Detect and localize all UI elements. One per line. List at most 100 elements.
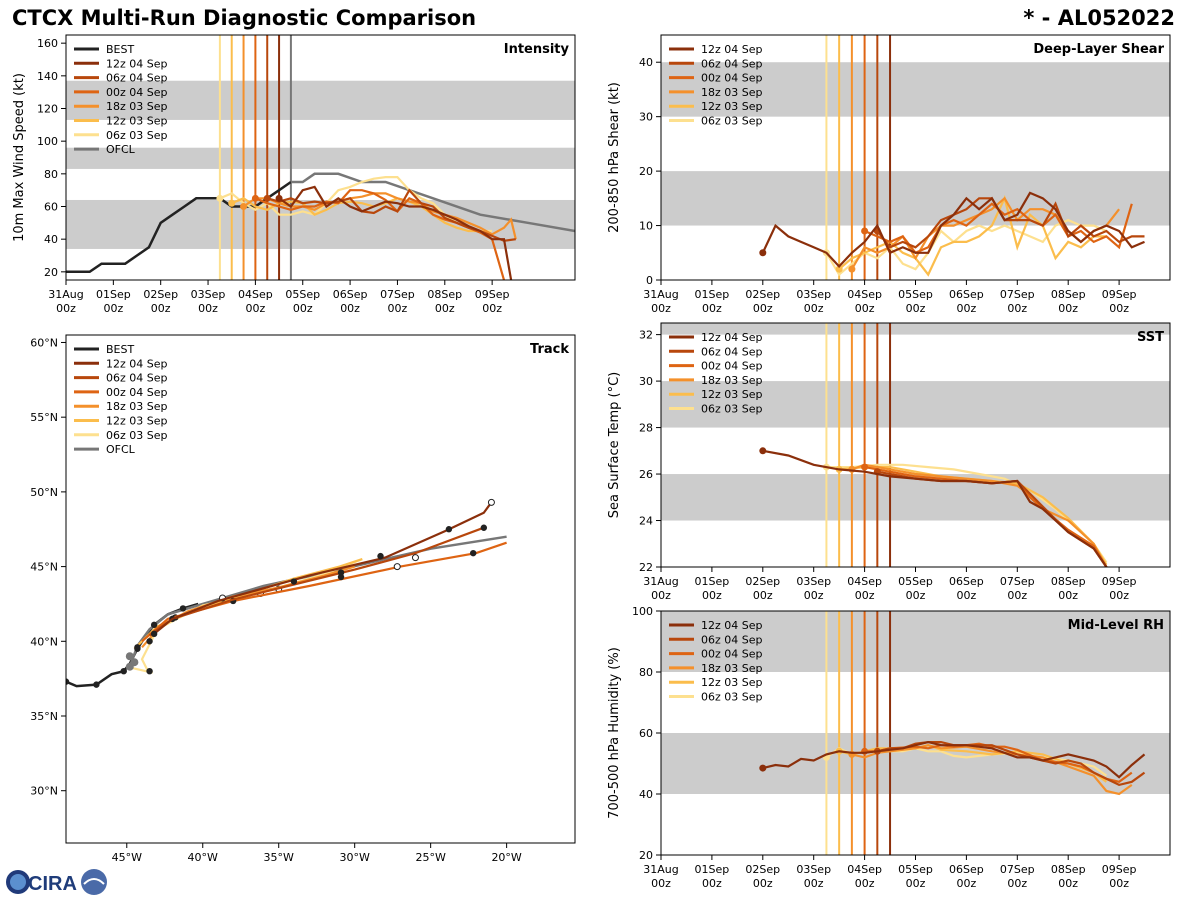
sst-xtick-label: 00z: [906, 589, 926, 602]
track-position-marker: [146, 638, 153, 645]
satellite-icon: [81, 869, 107, 895]
shear-band: [661, 62, 1170, 117]
shear-ytick-label: 10: [639, 220, 653, 233]
track-best-marker: [66, 678, 70, 685]
sst-xtick-label: 09Sep: [1102, 575, 1137, 588]
shear-series-start-point: [861, 227, 869, 235]
rh-xtick-label: 00z: [753, 877, 773, 890]
intensity-xtick-label: 00z: [435, 302, 455, 315]
track-ofcl-marker: [125, 652, 134, 661]
track-best-marker: [134, 645, 141, 652]
track-plot-area: [66, 498, 507, 688]
intensity-legend-label: 12z 04 Sep: [106, 57, 168, 70]
shear-xtick-label: 00z: [1058, 302, 1078, 315]
intensity-xtick-label: 02Sep: [143, 288, 178, 301]
shear-xtick-label: 03Sep: [796, 288, 831, 301]
track-ytick-label: 60°N: [30, 336, 58, 349]
rh-xtick-label: 08Sep: [1051, 863, 1086, 876]
shear-xtick-label: 00z: [753, 302, 773, 315]
shear-xtick-label: 04Sep: [847, 288, 882, 301]
shear-legend-label: 06z 04 Sep: [701, 57, 763, 70]
shear-series-start-point: [835, 265, 843, 273]
shear-xtick-label: 09Sep: [1102, 288, 1137, 301]
sst-xtick-label: 01Sep: [695, 575, 730, 588]
page-title: CTCX Multi-Run Diagnostic Comparison: [12, 6, 477, 30]
rh-xtick-label: 06Sep: [949, 863, 984, 876]
intensity-xtick-label: 04Sep: [238, 288, 273, 301]
rh-ylabel: 700-500 hPa Humidity (%): [607, 647, 622, 819]
track-frame: [65, 334, 576, 844]
track-legend-label: 00z 04 Sep: [106, 386, 168, 399]
sst-ylabel: Sea Surface Temp (°C): [607, 372, 622, 519]
intensity-band: [66, 80, 575, 120]
track-xtick-label: 40°W: [188, 851, 218, 864]
intensity-ytick-label: 60: [44, 201, 58, 214]
shear-legend-label: 18z 03 Sep: [701, 86, 763, 99]
rh-plot-area: [661, 611, 1170, 855]
shear-panel-title: Deep-Layer Shear: [1033, 42, 1164, 57]
sst-plot-area: [661, 323, 1170, 567]
intensity-xtick-label: 00z: [340, 302, 360, 315]
intensity-xtick-label: 00z: [198, 302, 218, 315]
rh-xtick-label: 04Sep: [847, 863, 882, 876]
sst-xtick-label: 06Sep: [949, 575, 984, 588]
logo-text: CIRA: [28, 873, 77, 895]
sst-xtick-label: 05Sep: [898, 575, 933, 588]
intensity-xtick-label: 31Aug: [48, 288, 83, 301]
sst-xtick-label: 00z: [804, 589, 824, 602]
sst-ytick-label: 26: [639, 468, 653, 481]
intensity-xtick-label: 00z: [246, 302, 266, 315]
rh-xtick-label: 01Sep: [695, 863, 730, 876]
track-ytick-label: 50°N: [30, 486, 58, 499]
shear-xtick-label: 02Sep: [745, 288, 780, 301]
sst-xtick-label: 00z: [855, 589, 875, 602]
intensity-legend-label: 00z 04 Sep: [106, 86, 168, 99]
rh-ytick-label: 100: [632, 605, 653, 618]
rh-xtick-label: 02Sep: [745, 863, 780, 876]
rh-ytick-label: 20: [639, 849, 653, 862]
sst-ytick-label: 30: [639, 375, 653, 388]
track-legend-label: OFCL: [106, 443, 136, 456]
shear-ytick-label: 20: [639, 165, 653, 178]
rh-xtick-label: 00z: [1007, 877, 1027, 890]
shear-xtick-label: 01Sep: [695, 288, 730, 301]
sst-ytick-label: 28: [639, 422, 653, 435]
intensity-best-line: [66, 180, 292, 274]
rh-series-line: [762, 740, 1146, 779]
track-legend-label: 18z 03 Sep: [106, 400, 168, 413]
cira-logo: CIRA: [6, 869, 107, 895]
intensity-plot-area: [66, 35, 575, 280]
track-panel-title: Track: [530, 342, 569, 357]
sst-band: [661, 474, 1170, 521]
intensity-series-line: [278, 185, 513, 280]
rh-xtick-label: 00z: [957, 877, 977, 890]
intensity-xtick-label: 00z: [293, 302, 313, 315]
shear-xtick-label: 00z: [702, 302, 722, 315]
intensity-legend-label: 06z 03 Sep: [106, 129, 168, 142]
shear-legend-label: 06z 03 Sep: [701, 115, 763, 128]
rh-xtick-label: 00z: [804, 877, 824, 890]
sst-ytick-label: 32: [639, 329, 653, 342]
shear-ytick-label: 0: [646, 274, 653, 287]
shear-series-line: [838, 195, 1107, 277]
rh-legend-label: 12z 04 Sep: [701, 619, 763, 632]
storm-id-title: * - AL052022: [1023, 6, 1175, 30]
shear-xtick-label: 00z: [1007, 302, 1027, 315]
rh-legend-label: 00z 04 Sep: [701, 648, 763, 661]
intensity-series-start-point: [216, 194, 224, 202]
track-series-line: [148, 526, 485, 637]
rh-legend-label: 06z 03 Sep: [701, 691, 763, 704]
track-position-marker: [377, 552, 384, 560]
rh-legend-label: 18z 03 Sep: [701, 662, 763, 675]
sst-series-line: [851, 463, 1108, 567]
intensity-ytick-label: 160: [37, 37, 58, 50]
track-ytick-label: 55°N: [30, 411, 58, 424]
sst-legend-label: 06z 03 Sep: [701, 403, 763, 416]
intensity-series-start-point: [275, 194, 283, 202]
sst-xtick-label: 00z: [1058, 589, 1078, 602]
intensity-xtick-label: 09Sep: [475, 288, 510, 301]
shear-xtick-label: 00z: [855, 302, 875, 315]
track-best-marker: [179, 605, 187, 612]
intensity-xtick-label: 01Sep: [96, 288, 131, 301]
